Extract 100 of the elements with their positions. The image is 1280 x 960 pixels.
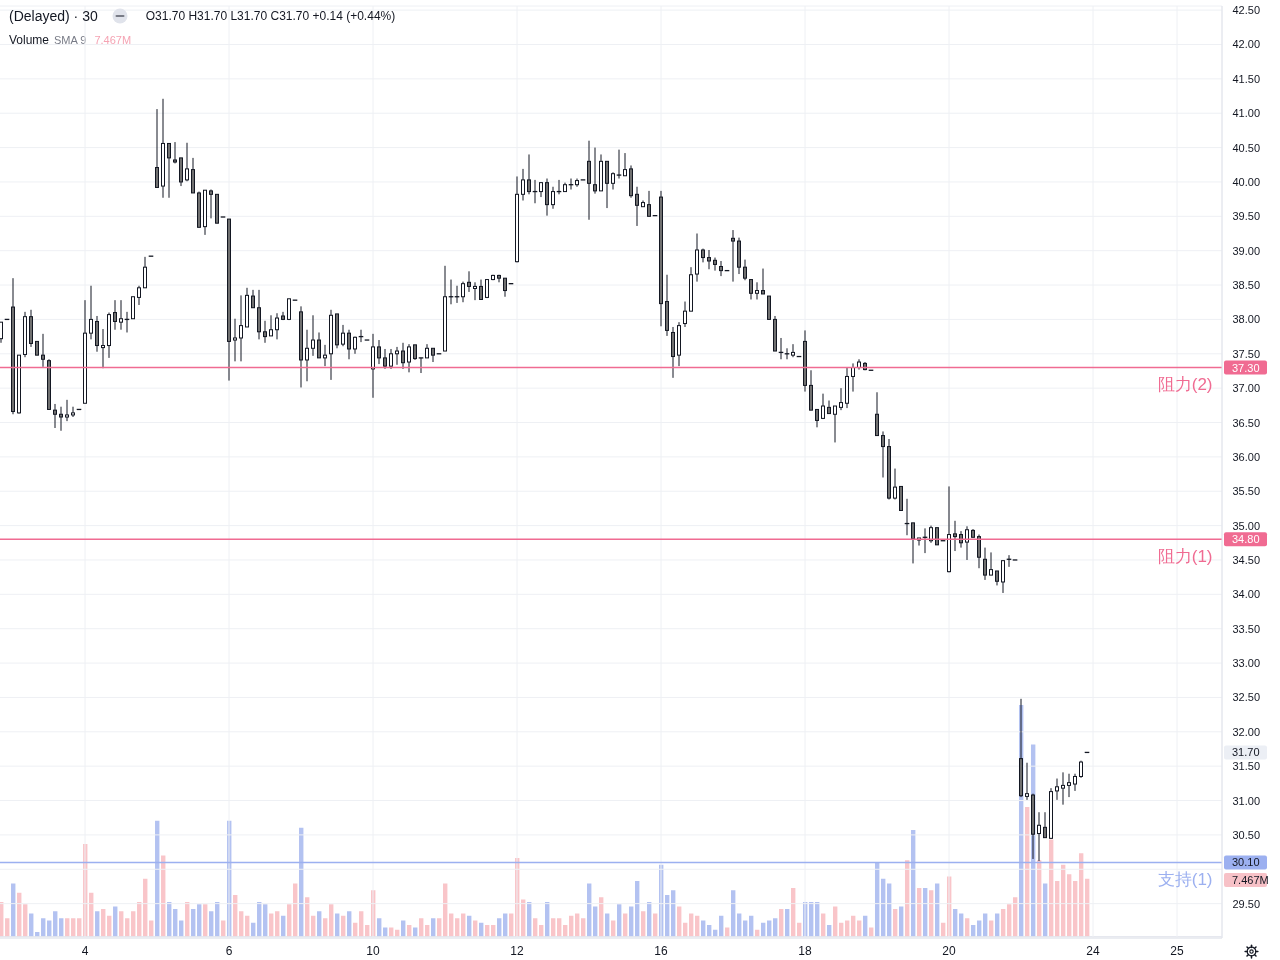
y-tick-label: 42.00 bbox=[1232, 38, 1260, 51]
bar bbox=[700, 920, 705, 937]
candlestick bbox=[718, 260, 723, 277]
candlestick bbox=[502, 277, 507, 298]
candlestick bbox=[472, 281, 477, 301]
candlestick bbox=[58, 406, 63, 432]
candlestick bbox=[1060, 771, 1065, 806]
y-tick-label: 41.00 bbox=[1232, 107, 1260, 120]
candlestick bbox=[346, 329, 351, 360]
bar bbox=[46, 920, 51, 937]
candlestick bbox=[304, 329, 309, 382]
candlestick bbox=[142, 256, 147, 289]
bar bbox=[178, 920, 183, 937]
candlestick bbox=[892, 468, 897, 500]
candlestick bbox=[340, 324, 345, 347]
chart-title: Volume bbox=[9, 33, 50, 47]
candlestick bbox=[370, 333, 375, 399]
candlestick bbox=[520, 168, 525, 202]
candlestick bbox=[394, 346, 399, 366]
candlestick bbox=[874, 391, 879, 437]
ref-line-label: 阻力(2) bbox=[1157, 375, 1212, 395]
candlestick bbox=[832, 405, 837, 443]
candlestick bbox=[982, 547, 987, 581]
y-tick-label: 39.00 bbox=[1232, 244, 1260, 257]
chart-subtitle: O31.70 H31.70 L31.70 C31.70 +0.14 (+0.44%) bbox=[145, 9, 396, 23]
x-tick-label: 25 bbox=[1169, 944, 1184, 958]
x-tick-label: 18 bbox=[797, 944, 812, 958]
chart-title: (Delayed) · 30 bbox=[9, 8, 98, 24]
x-tick-label: 24 bbox=[1085, 944, 1100, 958]
y-tick-label: 41.50 bbox=[1232, 72, 1260, 85]
y-tick-label: 36.00 bbox=[1232, 450, 1260, 463]
text: 7.467M bbox=[1232, 874, 1269, 886]
bar bbox=[742, 920, 747, 937]
bar bbox=[856, 920, 861, 937]
candlestick bbox=[880, 430, 885, 478]
bar bbox=[400, 920, 405, 937]
y-tick-label: 32.50 bbox=[1232, 691, 1260, 704]
bar bbox=[286, 904, 291, 937]
candlestick bbox=[634, 186, 639, 227]
candlestick bbox=[1024, 762, 1029, 801]
candlestick bbox=[118, 299, 123, 331]
candlestick bbox=[406, 343, 411, 373]
candlestick bbox=[1054, 778, 1059, 801]
candlestick bbox=[706, 249, 711, 270]
candlestick bbox=[592, 147, 597, 195]
x-tick-label: 4 bbox=[81, 944, 89, 958]
bar bbox=[262, 904, 267, 937]
candlestick bbox=[604, 160, 609, 209]
candlestick bbox=[1000, 560, 1005, 594]
bar bbox=[616, 904, 621, 937]
candlestick bbox=[166, 142, 171, 199]
candlestick bbox=[136, 285, 141, 306]
candlestick bbox=[322, 344, 327, 367]
y-tick-label: 38.50 bbox=[1232, 279, 1260, 292]
candlestick bbox=[400, 342, 405, 370]
candlestick bbox=[64, 399, 69, 422]
y-tick-label: 37.50 bbox=[1232, 347, 1260, 360]
candlestick bbox=[1072, 773, 1077, 792]
candlestick bbox=[766, 295, 771, 320]
bar bbox=[988, 920, 993, 937]
annotation: 30.10 bbox=[1232, 856, 1260, 869]
candlestick bbox=[838, 387, 843, 411]
ref-line-label: 支持(1) bbox=[1157, 869, 1212, 889]
candlestick bbox=[88, 285, 93, 340]
bar bbox=[196, 904, 201, 937]
y-tick-label: 30.50 bbox=[1232, 828, 1260, 841]
candlestick bbox=[417, 357, 424, 374]
y-tick-label: 39.50 bbox=[1232, 210, 1260, 223]
candlestick bbox=[544, 178, 549, 217]
chart-subtitle: SMA 9 bbox=[54, 34, 87, 46]
bar bbox=[22, 904, 27, 937]
candlestick bbox=[682, 301, 687, 328]
y-tick-label: 42.50 bbox=[1232, 4, 1260, 17]
y-tick-label: 40.50 bbox=[1232, 141, 1260, 154]
bar bbox=[766, 920, 771, 937]
candlestick bbox=[478, 279, 483, 300]
candlestick bbox=[466, 270, 471, 293]
x-tick-label: 10 bbox=[365, 944, 380, 958]
bar bbox=[328, 904, 333, 937]
candlestick bbox=[376, 339, 381, 365]
y-tick-label: 40.00 bbox=[1232, 175, 1260, 188]
candlestick bbox=[964, 525, 969, 561]
candlestick bbox=[742, 259, 747, 281]
candlestick bbox=[154, 108, 159, 188]
candlestick bbox=[70, 406, 75, 418]
y-tick-label: 35.50 bbox=[1232, 485, 1260, 498]
y-tick-label: 34.00 bbox=[1232, 588, 1260, 601]
y-tick-label: 31.00 bbox=[1232, 794, 1260, 807]
candlestick bbox=[130, 296, 135, 320]
candlestick bbox=[910, 522, 915, 564]
candlestick bbox=[382, 348, 387, 370]
candlestick bbox=[760, 268, 765, 295]
y-tick-label: 33.50 bbox=[1232, 622, 1260, 635]
bar bbox=[472, 920, 477, 937]
annotation: 37.30 bbox=[1232, 361, 1260, 374]
candlestick bbox=[238, 294, 243, 362]
candlestick bbox=[850, 362, 855, 393]
bar bbox=[1006, 904, 1011, 937]
x-tick-label: 16 bbox=[653, 944, 668, 958]
candlestick bbox=[790, 343, 795, 358]
